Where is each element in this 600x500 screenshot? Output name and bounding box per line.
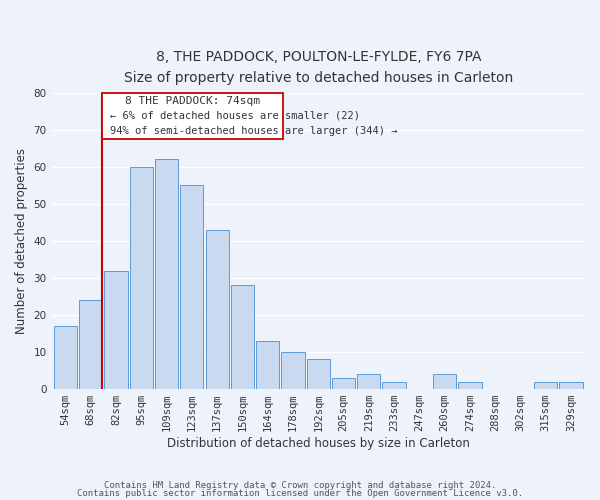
Bar [307, 360, 330, 389]
Bar [206, 230, 229, 389]
FancyBboxPatch shape [103, 92, 283, 139]
Text: 94% of semi-detached houses are larger (344) →: 94% of semi-detached houses are larger (… [110, 126, 398, 136]
X-axis label: Distribution of detached houses by size in Carleton: Distribution of detached houses by size … [167, 437, 470, 450]
Bar [458, 382, 482, 389]
Bar [180, 186, 203, 389]
Bar [231, 286, 254, 389]
Text: Contains HM Land Registry data © Crown copyright and database right 2024.: Contains HM Land Registry data © Crown c… [104, 481, 496, 490]
Y-axis label: Number of detached properties: Number of detached properties [15, 148, 28, 334]
Text: Contains public sector information licensed under the Open Government Licence v3: Contains public sector information licen… [77, 488, 523, 498]
Text: ← 6% of detached houses are smaller (22): ← 6% of detached houses are smaller (22) [110, 111, 361, 121]
Bar [54, 326, 77, 389]
Bar [104, 270, 128, 389]
Bar [281, 352, 305, 389]
Text: 8 THE PADDOCK: 74sqm: 8 THE PADDOCK: 74sqm [125, 96, 260, 106]
Bar [79, 300, 103, 389]
Bar [534, 382, 557, 389]
Bar [382, 382, 406, 389]
Bar [256, 341, 280, 389]
Bar [559, 382, 583, 389]
Bar [130, 167, 153, 389]
Bar [433, 374, 457, 389]
Bar [357, 374, 380, 389]
Bar [155, 160, 178, 389]
Title: 8, THE PADDOCK, POULTON-LE-FYLDE, FY6 7PA
Size of property relative to detached : 8, THE PADDOCK, POULTON-LE-FYLDE, FY6 7P… [124, 50, 513, 84]
Bar [332, 378, 355, 389]
